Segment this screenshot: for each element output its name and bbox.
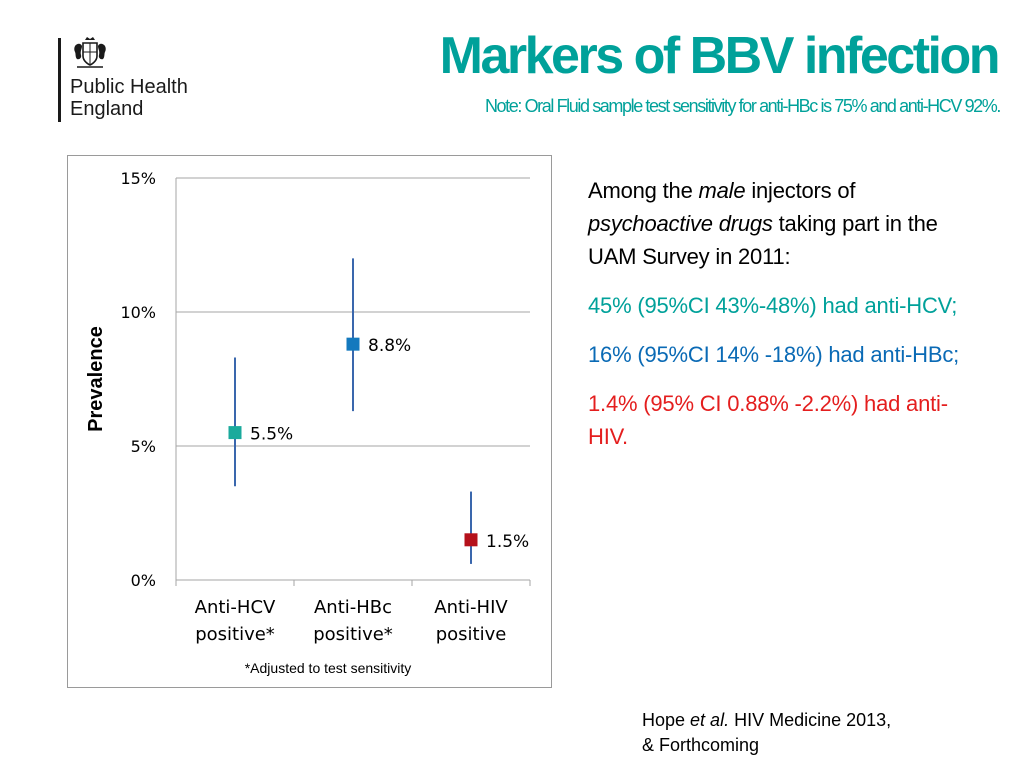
summary-hbc: 16% (95%CI 14% -18%) had anti-HBc; [588,342,960,367]
org-name: Public Health England [70,76,188,120]
data-label: 8.8% [368,336,411,356]
citation-etal: et al. [690,710,730,730]
citation-line2: & Forthcoming [642,735,760,755]
x-tick-label: Anti-HIV [434,597,508,618]
summary-hcv: 45% (95%CI 43%-48%) had anti-HCV; [588,293,958,318]
y-tick-label: 15% [120,169,156,188]
x-tick-label: positive* [195,624,275,645]
chart-footnote: *Adjusted to test sensitivity [245,660,412,676]
royal-coat-of-arms-icon [74,37,106,68]
emphasis-drugs: psychoactive drugs [588,211,773,236]
prevalence-chart: 0% 5% 10% 15% Anti-HCV positive* Anti-HBc posit… [67,155,552,688]
x-tick-label: Anti-HCV [195,597,276,618]
y-tick-label: 0% [131,571,156,590]
data-point [464,533,478,547]
data-label: 5.5% [250,425,293,445]
x-tick-label: positive [436,624,507,645]
summary-text: Among the male injectors of psychoactive… [588,174,968,469]
summary-intro: Among the male injectors of psychoactive… [588,178,938,269]
page-title: Markers of BBV infection [439,27,1001,85]
data-label: 1.5% [486,532,529,552]
logo-divider [58,38,61,122]
page-subtitle: Note: Oral Fluid sample test sensitivity… [484,96,1001,116]
y-axis-label: Prevalence [85,326,107,432]
citation: Hope et al. HIV Medicine 2013, & Forthco… [642,708,982,758]
x-tick-label: Anti-HBc [314,597,392,618]
emphasis-male: male [698,178,746,203]
chart-svg: 0% 5% 10% 15% Anti-HCV positive* Anti-HBc posit… [85,169,531,676]
y-tick-label: 10% [120,303,156,322]
data-point [346,337,360,351]
phe-logo: Public Health England [58,36,218,126]
summary-hiv: 1.4% (95% CI 0.88% -2.2%) had anti-HIV. [588,391,948,449]
x-tick-label: positive* [313,624,393,645]
y-tick-label: 5% [131,437,156,456]
data-point [228,426,242,440]
